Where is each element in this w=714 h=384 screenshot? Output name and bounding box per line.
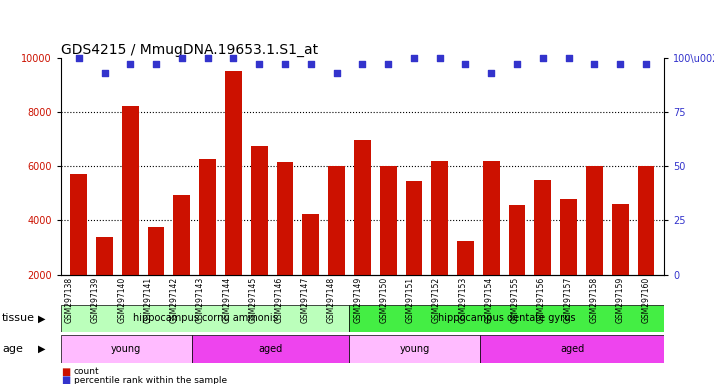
Bar <box>481 335 664 363</box>
Point <box>434 55 446 61</box>
Text: GSM297140: GSM297140 <box>117 276 126 323</box>
Text: GSM297156: GSM297156 <box>537 276 546 323</box>
Text: ▶: ▶ <box>38 344 45 354</box>
Text: hippocampus dentate gyrus: hippocampus dentate gyrus <box>438 313 575 323</box>
Point <box>331 70 342 76</box>
Text: GSM297154: GSM297154 <box>485 276 493 323</box>
Text: GSM297153: GSM297153 <box>458 276 467 323</box>
Bar <box>61 305 349 332</box>
Text: GSM297149: GSM297149 <box>353 276 362 323</box>
Point <box>408 55 420 61</box>
Point <box>124 61 136 67</box>
Bar <box>431 161 448 329</box>
Text: GSM297142: GSM297142 <box>170 276 178 323</box>
Text: GSM297141: GSM297141 <box>144 276 153 323</box>
Point <box>99 70 110 76</box>
Point <box>383 61 394 67</box>
Text: hippocampus cornu ammonis: hippocampus cornu ammonis <box>133 313 277 323</box>
Point <box>460 61 471 67</box>
Point <box>228 55 239 61</box>
Bar <box>535 180 551 329</box>
Bar <box>406 181 422 329</box>
Point <box>176 55 188 61</box>
Point <box>640 61 652 67</box>
Text: GSM297146: GSM297146 <box>275 276 283 323</box>
Text: GDS4215 / MmugDNA.19653.1.S1_at: GDS4215 / MmugDNA.19653.1.S1_at <box>61 43 318 56</box>
Text: ■: ■ <box>61 367 70 377</box>
Bar <box>303 214 319 329</box>
Point <box>356 61 368 67</box>
Text: GSM297152: GSM297152 <box>432 276 441 323</box>
Text: aged: aged <box>258 344 283 354</box>
Text: percentile rank within the sample: percentile rank within the sample <box>74 376 226 384</box>
Bar <box>174 195 190 329</box>
Text: count: count <box>74 367 99 376</box>
Text: GSM297158: GSM297158 <box>590 276 598 323</box>
Point <box>563 55 574 61</box>
Bar <box>328 166 345 329</box>
Bar <box>225 71 242 329</box>
Text: ■: ■ <box>61 375 70 384</box>
Point <box>305 61 316 67</box>
Bar <box>192 335 349 363</box>
Text: GSM297157: GSM297157 <box>563 276 572 323</box>
Text: GSM297148: GSM297148 <box>327 276 336 323</box>
Point <box>253 61 265 67</box>
Bar <box>276 162 293 329</box>
Bar <box>483 161 500 329</box>
Bar <box>61 335 192 363</box>
Text: young: young <box>400 344 430 354</box>
Bar <box>457 241 474 329</box>
Bar <box>349 335 481 363</box>
Text: GSM297139: GSM297139 <box>91 276 100 323</box>
Bar <box>380 166 396 329</box>
Point <box>151 61 162 67</box>
Text: GSM297159: GSM297159 <box>615 276 625 323</box>
Text: GSM297143: GSM297143 <box>196 276 205 323</box>
Bar <box>508 205 526 329</box>
Point <box>279 61 291 67</box>
Text: GSM297151: GSM297151 <box>406 276 415 323</box>
Bar <box>96 237 113 329</box>
Bar <box>354 140 371 329</box>
Text: GSM297145: GSM297145 <box>248 276 258 323</box>
Text: GSM297150: GSM297150 <box>380 276 388 323</box>
Bar <box>638 166 654 329</box>
Point <box>202 55 213 61</box>
Text: GSM297160: GSM297160 <box>642 276 651 323</box>
Bar <box>71 174 87 329</box>
Point <box>486 70 497 76</box>
Bar <box>199 159 216 329</box>
Point <box>511 61 523 67</box>
Bar <box>349 305 664 332</box>
Bar <box>251 146 268 329</box>
Bar <box>122 106 139 329</box>
Point <box>588 61 600 67</box>
Point <box>615 61 626 67</box>
Text: young: young <box>111 344 141 354</box>
Text: aged: aged <box>560 344 584 354</box>
Text: GSM297144: GSM297144 <box>222 276 231 323</box>
Bar <box>612 204 628 329</box>
Bar <box>586 166 603 329</box>
Text: age: age <box>2 344 23 354</box>
Text: ▶: ▶ <box>38 313 45 323</box>
Bar <box>148 227 164 329</box>
Text: tissue: tissue <box>2 313 35 323</box>
Point <box>537 55 548 61</box>
Text: GSM297147: GSM297147 <box>301 276 310 323</box>
Bar <box>560 199 577 329</box>
Text: GSM297138: GSM297138 <box>65 276 74 323</box>
Text: GSM297155: GSM297155 <box>511 276 520 323</box>
Point <box>73 55 84 61</box>
